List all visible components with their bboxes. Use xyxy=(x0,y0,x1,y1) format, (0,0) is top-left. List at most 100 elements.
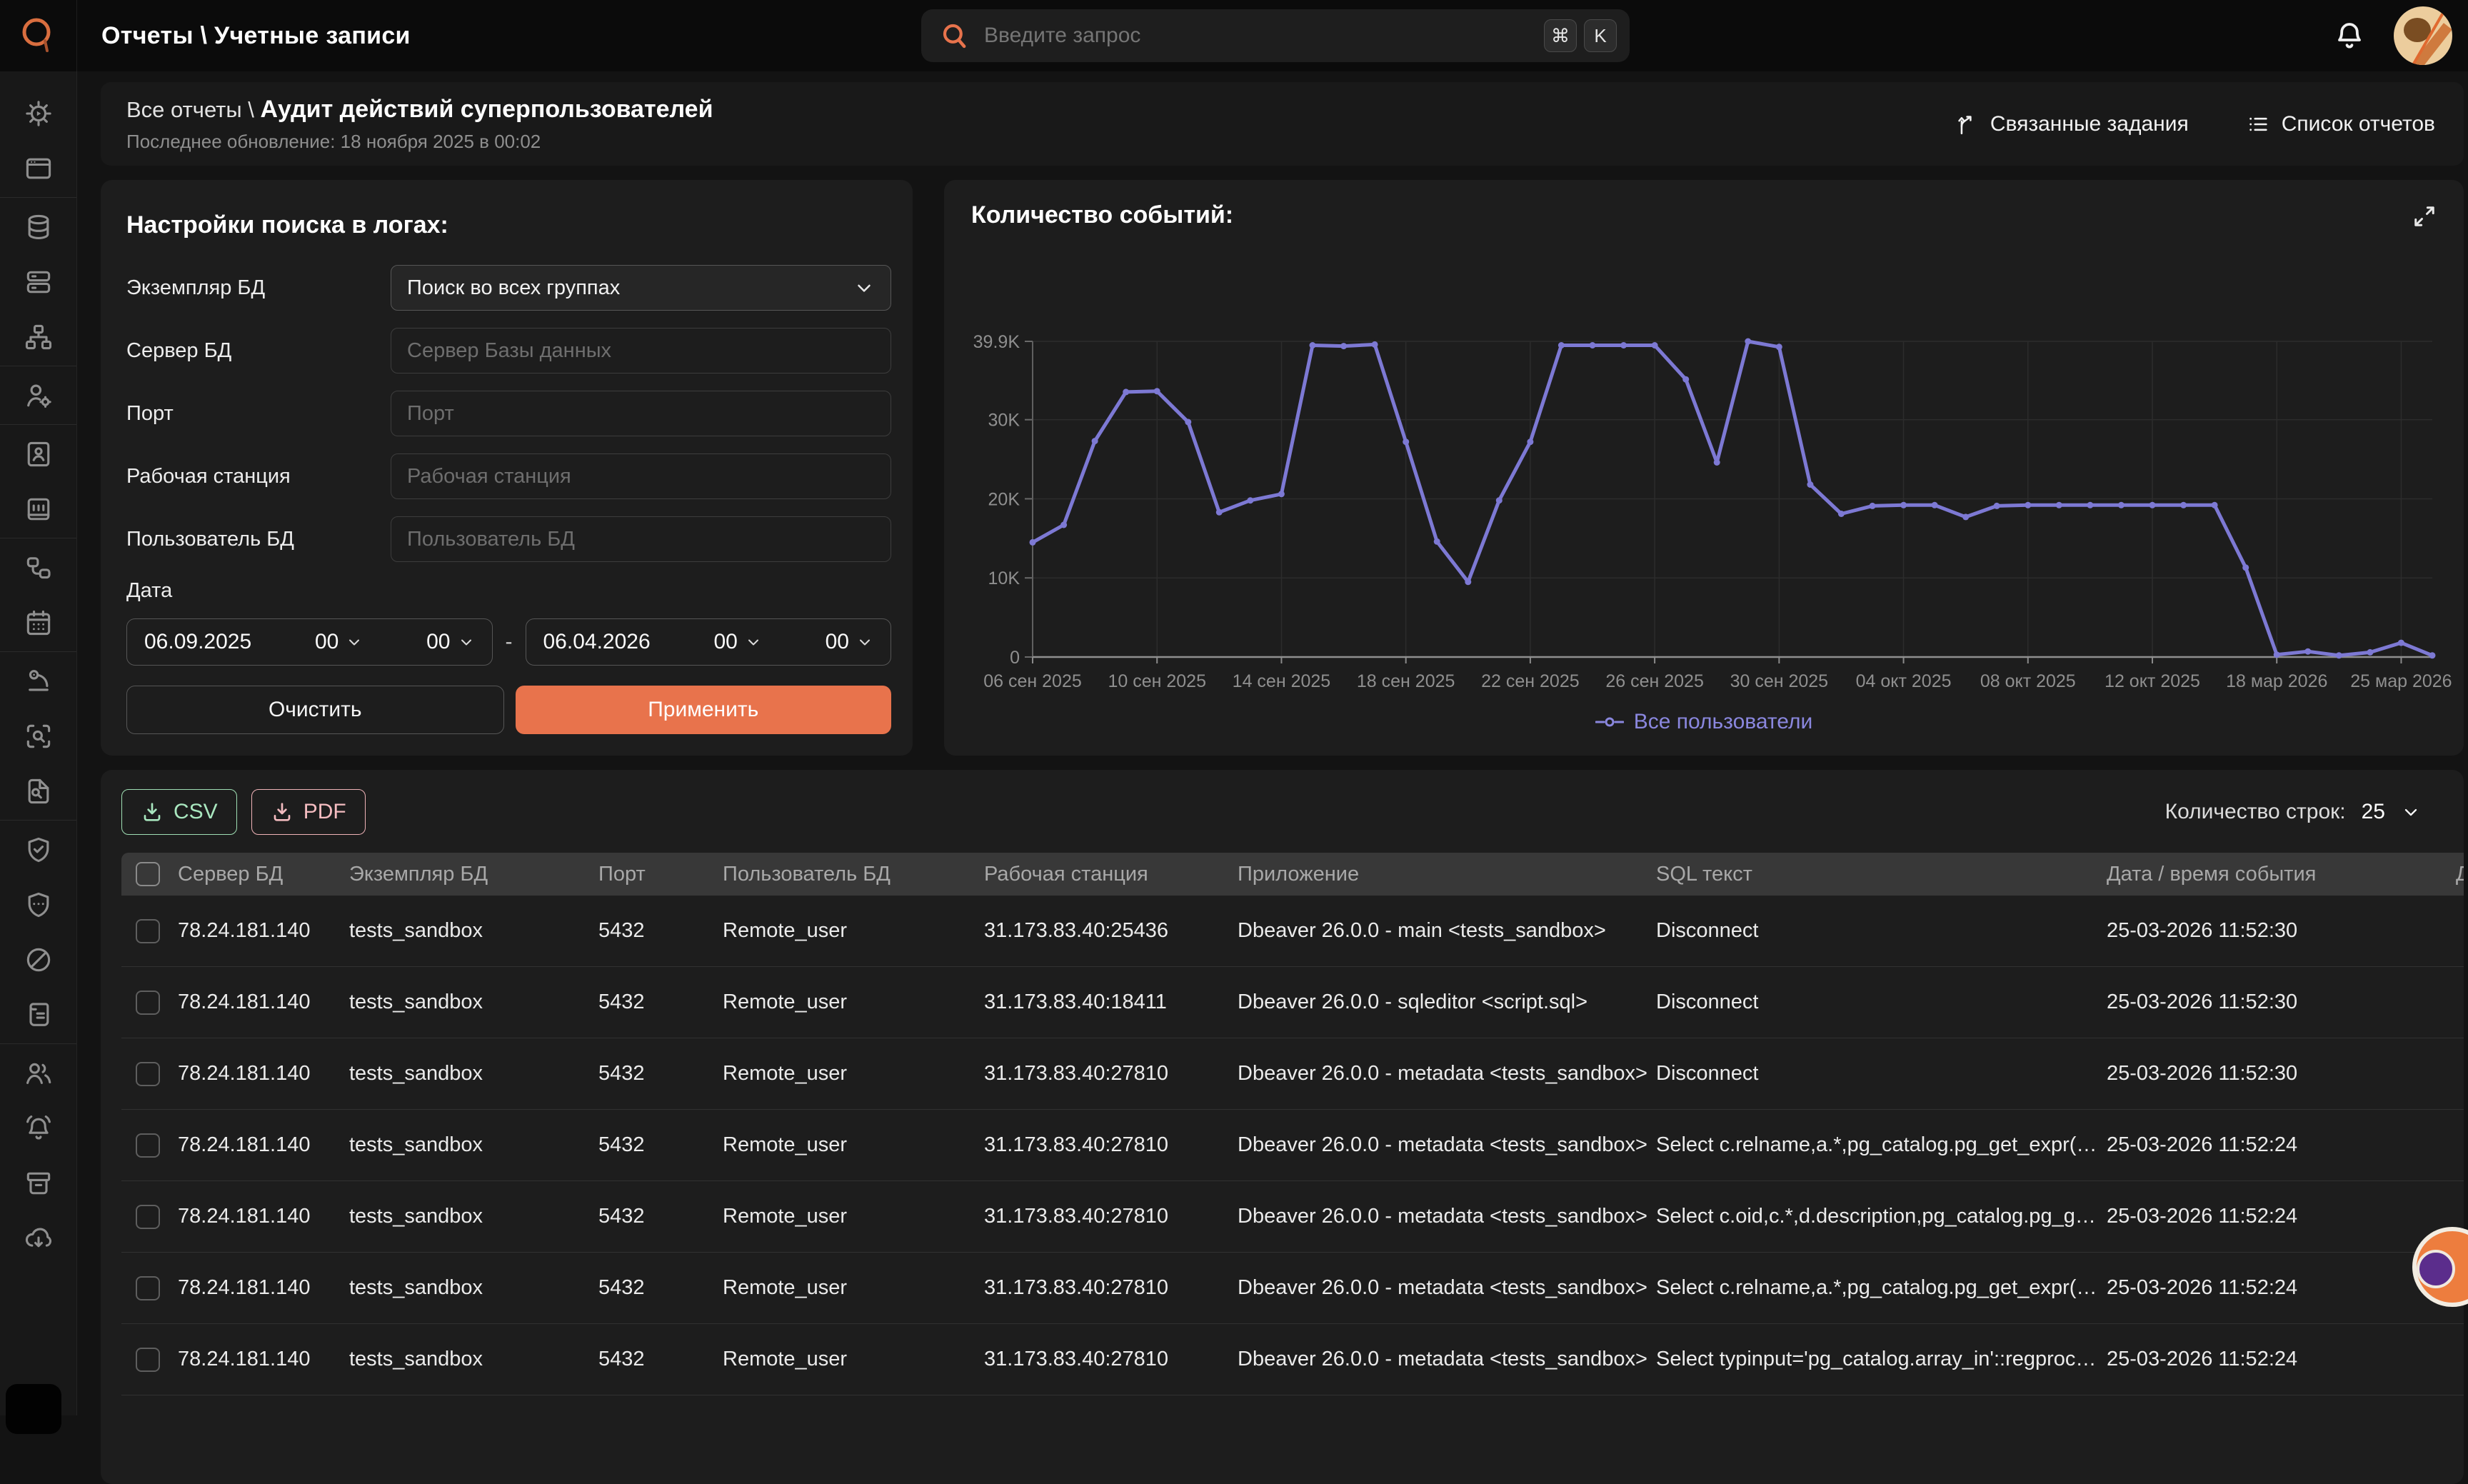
settings-gear-icon xyxy=(23,98,54,129)
table-row[interactable]: 78.24.181.140tests_sandbox5432Remote_use… xyxy=(121,1181,2464,1253)
sidebar-item-settings-gear[interactable] xyxy=(0,86,76,141)
apply-button[interactable]: Применить xyxy=(516,686,892,734)
row-checkbox[interactable] xyxy=(136,1133,160,1158)
sidebar-item-microscope[interactable] xyxy=(0,653,76,708)
svg-text:20K: 20K xyxy=(988,489,1020,509)
column-header: Д xyxy=(2456,863,2464,886)
clear-button[interactable]: Очистить xyxy=(126,686,504,734)
date-to-hours[interactable]: 00 xyxy=(713,630,761,654)
user-avatar[interactable] xyxy=(2394,6,2452,65)
row-checkbox[interactable] xyxy=(136,991,160,1015)
sidebar-item-calendar[interactable] xyxy=(0,595,76,650)
port-input[interactable]: Порт xyxy=(391,391,891,436)
journal-icon xyxy=(23,493,54,525)
sidebar-item-user-gear[interactable] xyxy=(0,368,76,423)
table-viewport: Сервер БДЭкземпляр БДПортПользователь БД… xyxy=(121,853,2464,1395)
table-cell: 31.173.83.40:27810 xyxy=(984,1276,1238,1300)
table-cell: 31.173.83.40:18411 xyxy=(984,991,1238,1014)
sidebar-item-bell-alert[interactable] xyxy=(0,1101,76,1155)
sidebar-item-file-search[interactable] xyxy=(0,763,76,818)
sidebar-item-cloud-download[interactable] xyxy=(0,1210,76,1265)
table-cell: 5432 xyxy=(598,1062,723,1086)
table-cell: 5432 xyxy=(598,1133,723,1157)
date-from-picker[interactable]: 06.09.2025 00 00 xyxy=(126,618,493,666)
table-cell: Select c.oid,c.*,d.description,pg_catalo… xyxy=(1656,1205,2107,1228)
sidebar-bottom-tile[interactable] xyxy=(6,1384,61,1434)
sidebar-item-shield-check[interactable] xyxy=(0,822,76,877)
table-cell: 25-03-2026 11:52:24 xyxy=(2107,1133,2456,1157)
dbuser-placeholder: Пользователь БД xyxy=(407,528,575,551)
table-cell: 31.173.83.40:25436 xyxy=(984,919,1238,943)
date-from-hours[interactable]: 00 xyxy=(315,630,363,654)
table-row[interactable]: 78.24.181.140tests_sandbox5432Remote_use… xyxy=(121,1253,2464,1324)
instance-select[interactable]: Поиск во всех группах xyxy=(391,265,891,311)
sidebar-item-journal[interactable] xyxy=(0,481,76,536)
table-row[interactable]: 78.24.181.140tests_sandbox5432Remote_use… xyxy=(121,1038,2464,1110)
notifications-bell-icon[interactable] xyxy=(2332,19,2367,53)
search-input[interactable]: Введите запрос ⌘ K xyxy=(921,9,1630,62)
date-to-picker[interactable]: 06.04.2026 00 00 xyxy=(526,618,892,666)
table-cell: Dbeaver 26.0.0 - sqleditor <script.sql> xyxy=(1238,991,1656,1014)
table-cell: Select typinput='pg_catalog.array_in'::r… xyxy=(1656,1348,2107,1371)
date-to-minutes[interactable]: 00 xyxy=(826,630,873,654)
sidebar-item-shield-dots[interactable] xyxy=(0,877,76,932)
row-checkbox[interactable] xyxy=(136,1348,160,1372)
workstation-input[interactable]: Рабочая станция xyxy=(391,453,891,499)
filters-title: Настройки поиска в логах: xyxy=(126,211,891,239)
table-cell: Remote_user xyxy=(723,1205,984,1228)
pdf-label: PDF xyxy=(304,800,346,824)
svg-text:22 сен 2025: 22 сен 2025 xyxy=(1481,671,1580,691)
sidebar-divider xyxy=(0,197,76,198)
table-cell: 78.24.181.140 xyxy=(178,1205,349,1228)
select-all-checkbox[interactable] xyxy=(136,862,160,886)
row-checkbox[interactable] xyxy=(136,1276,160,1300)
export-csv-button[interactable]: CSV xyxy=(121,789,237,835)
table-row[interactable]: 78.24.181.140tests_sandbox5432Remote_use… xyxy=(121,1324,2464,1395)
column-header: Пользователь БД xyxy=(723,863,984,886)
related-tasks-button[interactable]: Связанные задания xyxy=(1955,112,2189,136)
breadcrumb-prefix[interactable]: Все отчеты \ xyxy=(126,97,254,122)
table-row[interactable]: 78.24.181.140tests_sandbox5432Remote_use… xyxy=(121,896,2464,967)
server-stack-icon xyxy=(23,266,54,298)
events-line-chart[interactable]: 010K20K30K39.9K06 сен 202510 сен 202514 … xyxy=(968,323,2454,694)
dbuser-label: Пользователь БД xyxy=(126,528,391,551)
row-checkbox[interactable] xyxy=(136,1205,160,1229)
page-title: Отчеты \ Учетные записи xyxy=(101,22,411,50)
server-input[interactable]: Сервер Базы данных xyxy=(391,328,891,373)
sidebar-item-contact-book[interactable] xyxy=(0,426,76,481)
svg-text:10 сен 2025: 10 сен 2025 xyxy=(1108,671,1206,691)
report-list-button[interactable]: Список отчетов xyxy=(2246,112,2435,136)
row-checkbox[interactable] xyxy=(136,919,160,943)
chart-legend-all-users[interactable]: Все пользователи xyxy=(944,710,2464,734)
row-checkbox[interactable] xyxy=(136,1062,160,1086)
sidebar-item-browser-window[interactable] xyxy=(0,141,76,196)
table-row[interactable]: 78.24.181.140tests_sandbox5432Remote_use… xyxy=(121,967,2464,1038)
sidebar-item-link-nodes[interactable] xyxy=(0,540,76,595)
log-search-filters-panel: Настройки поиска в логах: Экземпляр БД П… xyxy=(101,180,913,756)
table-cell: Disconnect xyxy=(1656,919,2107,943)
sidebar-item-database[interactable] xyxy=(0,199,76,254)
sidebar-item-scan-search[interactable] xyxy=(0,708,76,763)
app-logo[interactable] xyxy=(0,0,77,71)
sidebar-item-archive[interactable] xyxy=(0,1155,76,1210)
rows-count-select[interactable]: Количество строк: 25 xyxy=(2165,800,2421,824)
table-cell: Dbeaver 26.0.0 - metadata <tests_sandbox… xyxy=(1238,1205,1656,1228)
export-pdf-button[interactable]: PDF xyxy=(251,789,366,835)
table-cell: Remote_user xyxy=(723,919,984,943)
expand-fullscreen-icon[interactable] xyxy=(2409,201,2439,231)
scroll-icon xyxy=(23,999,54,1031)
shield-dots-icon xyxy=(23,889,54,921)
svg-text:04 окт 2025: 04 окт 2025 xyxy=(1856,671,1952,691)
column-header: Экземпляр БД xyxy=(349,863,598,886)
sidebar-item-sitemap[interactable] xyxy=(0,309,76,364)
table-row[interactable]: 78.24.181.140tests_sandbox5432Remote_use… xyxy=(121,1110,2464,1181)
date-from-minutes[interactable]: 00 xyxy=(426,630,474,654)
table-cell: Dbeaver 26.0.0 - main <tests_sandbox> xyxy=(1238,919,1656,943)
sidebar-item-users[interactable] xyxy=(0,1046,76,1101)
dbuser-input[interactable]: Пользователь БД xyxy=(391,516,891,562)
link-nodes-icon xyxy=(23,552,54,583)
contact-book-icon xyxy=(23,438,54,470)
sidebar-item-ban[interactable] xyxy=(0,932,76,987)
sidebar-item-scroll[interactable] xyxy=(0,987,76,1042)
sidebar-item-server-stack[interactable] xyxy=(0,254,76,309)
